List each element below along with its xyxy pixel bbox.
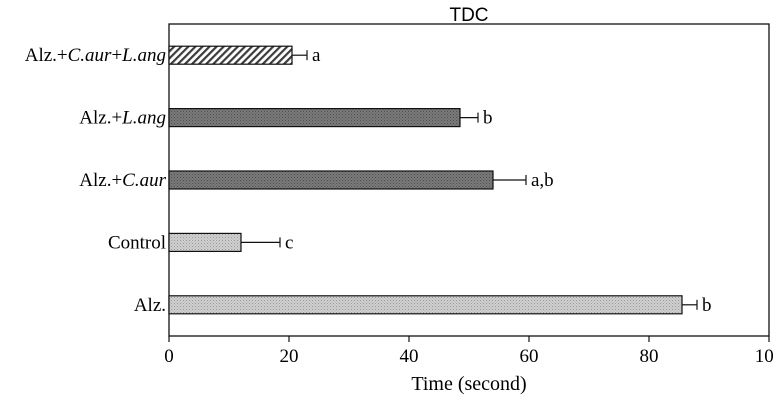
category-label: Alz.+L.ang: [79, 108, 166, 129]
x-tick-label: 60: [520, 346, 539, 367]
category-label-part: L.ang: [121, 108, 166, 129]
category-label: Alz.+C.aur+L.ang: [25, 45, 166, 66]
category-label: Alz.: [134, 295, 166, 316]
chart-title: TDC: [449, 5, 488, 26]
significance-label: c: [285, 232, 293, 253]
bar: [168, 232, 242, 252]
x-tick-label: 40: [400, 346, 419, 367]
x-tick-label: 100: [755, 346, 773, 367]
x-axis-title: Time (second): [411, 373, 526, 395]
category-label-part: C.aur: [122, 170, 166, 191]
category-label-part: Alz.+: [79, 108, 122, 129]
category-label-part: Alz.: [134, 295, 166, 316]
significance-label: a,b: [531, 170, 554, 191]
bars-group: a b a,b c b: [168, 45, 712, 316]
category-label: Control: [108, 232, 166, 253]
bar: [168, 107, 461, 128]
category-label-part: Control: [108, 232, 166, 253]
category-label-part: Alz.+: [79, 170, 122, 191]
category-label-part: +: [111, 45, 122, 66]
bar: [168, 295, 683, 315]
category-labels: Alz.+C.aur+L.angAlz.+L.angAlz.+C.aurCont…: [25, 45, 167, 316]
category-label-part: L.ang: [121, 45, 166, 66]
bar: [168, 170, 494, 190]
x-tick-label: 80: [640, 346, 659, 367]
significance-label: b: [483, 108, 493, 129]
x-axis: 0 20 40 60 80 100: [164, 336, 773, 367]
x-tick-label: 20: [280, 346, 299, 367]
category-label: Alz.+C.aur: [79, 170, 166, 191]
significance-label: a: [312, 45, 321, 66]
category-label-part: Alz.+: [25, 45, 68, 66]
category-label-part: C.aur: [68, 45, 112, 66]
significance-label: b: [702, 295, 712, 316]
x-tick-label: 0: [164, 346, 174, 367]
bar: [168, 45, 293, 65]
